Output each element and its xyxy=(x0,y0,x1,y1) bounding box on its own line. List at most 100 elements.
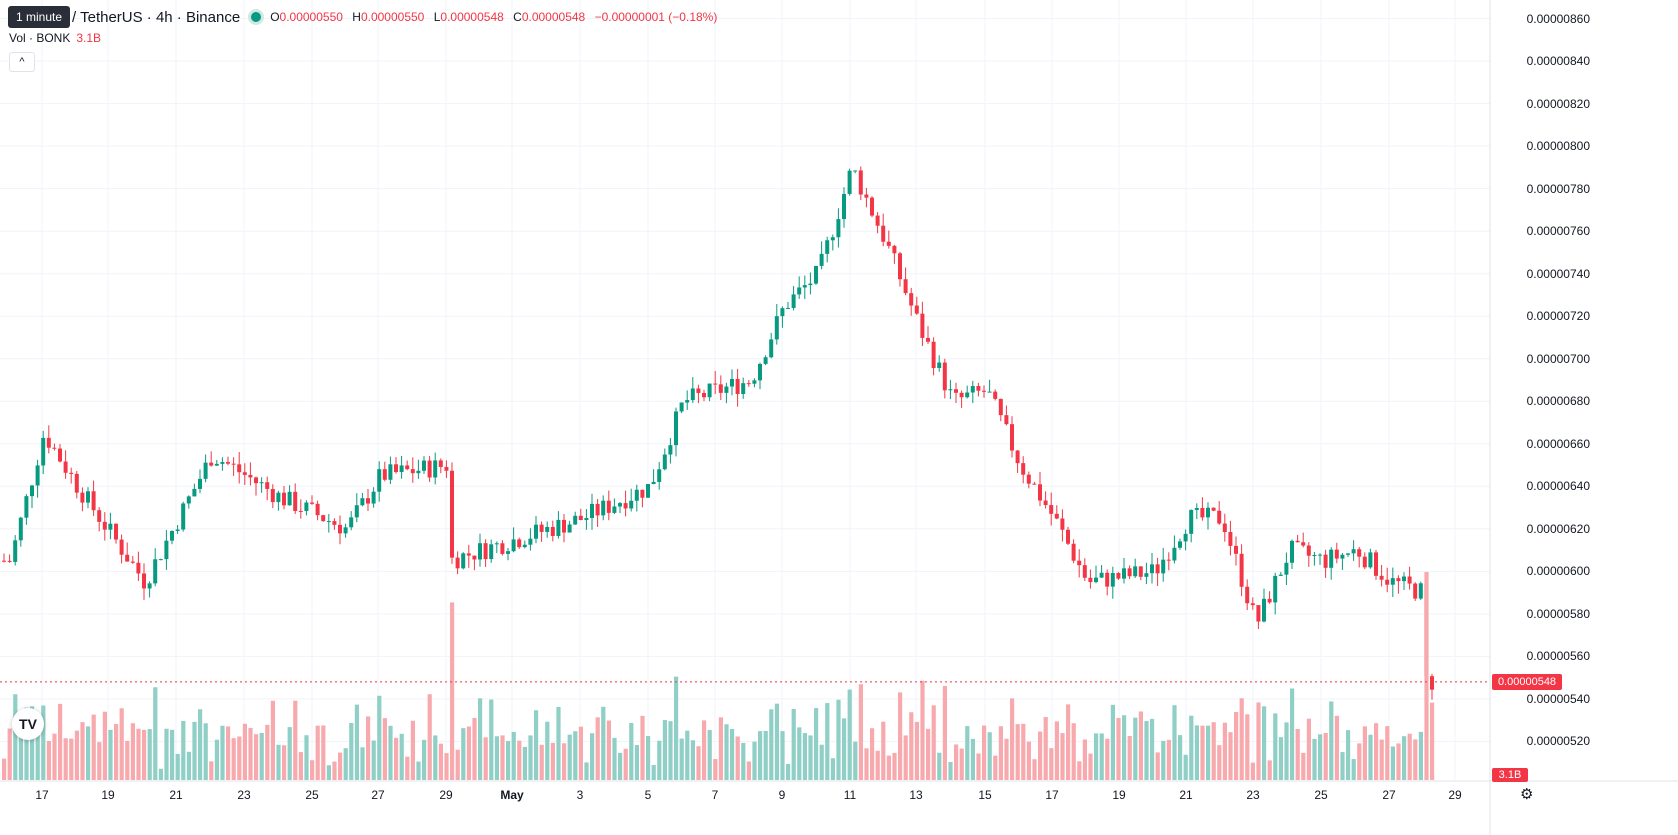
candle-body xyxy=(1301,542,1306,546)
volume-bar xyxy=(567,734,572,780)
volume-bar xyxy=(175,753,180,780)
volume-bar xyxy=(108,729,113,780)
candle-body xyxy=(478,543,482,560)
candle-body xyxy=(1133,566,1138,577)
collapse-legend-button[interactable]: ^ xyxy=(9,52,35,72)
volume-bar xyxy=(1082,739,1087,780)
volume-bar xyxy=(192,721,197,780)
candle-body xyxy=(198,478,202,489)
candle-body xyxy=(209,462,214,466)
symbol-title[interactable]: / TetherUS · 4h · Binance xyxy=(72,8,241,26)
candle-body xyxy=(394,464,398,473)
volume-bar xyxy=(1262,706,1267,780)
candle-body xyxy=(1368,552,1373,568)
date-axis-label: 25 xyxy=(305,788,319,802)
volume-bar xyxy=(1099,733,1104,780)
volume-bar xyxy=(931,705,936,780)
volume-bar xyxy=(825,703,830,780)
candle-body xyxy=(970,386,975,393)
candle-body xyxy=(909,293,914,306)
volume-bar xyxy=(1362,726,1367,780)
candle-body xyxy=(80,492,85,503)
volume-bar xyxy=(35,723,40,780)
candle-body xyxy=(388,464,393,480)
volume-bar xyxy=(696,746,701,780)
volume-bar xyxy=(595,717,600,780)
volume-bar xyxy=(752,741,757,780)
candle-body xyxy=(1054,513,1059,519)
candle-body xyxy=(114,523,118,540)
candle-body xyxy=(1262,598,1266,622)
candle-body xyxy=(623,503,628,509)
candle-body xyxy=(875,215,880,226)
volume-bar xyxy=(310,760,315,780)
candle-body xyxy=(746,383,751,385)
date-axis-label: 7 xyxy=(711,788,719,802)
tradingview-logo-icon[interactable]: TV xyxy=(12,708,44,740)
candle-body xyxy=(886,241,891,246)
volume-bar xyxy=(248,727,253,780)
candle-body xyxy=(528,538,533,545)
candle-body xyxy=(1318,554,1322,556)
candle-body xyxy=(1407,576,1412,584)
candle-body xyxy=(343,527,348,534)
volume-bar xyxy=(847,689,852,780)
candle-body xyxy=(1166,559,1171,561)
date-axis-label: 23 xyxy=(237,788,251,802)
volume-bar xyxy=(1239,698,1244,780)
gear-icon[interactable]: ⚙ xyxy=(1520,786,1534,803)
candle-body xyxy=(30,485,34,497)
candle-body xyxy=(758,363,762,381)
price-axis-label: 0.00000660 xyxy=(1526,436,1590,451)
date-axis-label: 19 xyxy=(1112,788,1126,802)
candle-body xyxy=(254,477,258,484)
candle-body xyxy=(242,472,247,475)
candle-body xyxy=(1021,463,1026,475)
volume-bar xyxy=(842,718,847,780)
candle-body xyxy=(142,573,146,589)
candle-body xyxy=(119,539,124,555)
candle-body xyxy=(573,515,578,525)
interval-tooltip: 1 minute xyxy=(8,6,71,28)
volume-bar xyxy=(903,735,908,780)
candle-body xyxy=(326,521,331,523)
candle-body xyxy=(718,384,723,393)
volume-bar xyxy=(898,692,903,780)
volume-bar xyxy=(461,728,466,780)
candle-body xyxy=(1015,450,1020,464)
volume-bar xyxy=(584,762,589,780)
candle-body xyxy=(265,482,270,489)
candle-body xyxy=(416,470,421,474)
volume-legend[interactable]: Vol · BONK 3.1B xyxy=(9,31,102,45)
volume-bar xyxy=(858,684,863,780)
candle-body xyxy=(1284,562,1289,575)
candle-body xyxy=(578,515,583,521)
candle-body xyxy=(836,219,841,238)
volume-bar xyxy=(371,740,376,780)
volume-bar xyxy=(987,732,992,780)
candle-body xyxy=(954,389,958,393)
date-axis-label: 21 xyxy=(1179,788,1193,802)
candle-body xyxy=(315,503,320,516)
candle-body xyxy=(1245,586,1250,604)
candle-body xyxy=(780,308,785,317)
candle-body xyxy=(769,339,774,358)
volume-bar xyxy=(119,708,124,780)
volume-bar xyxy=(1284,722,1289,780)
volume-bar xyxy=(1368,734,1373,780)
volume-bar xyxy=(1351,759,1356,780)
volume-bar xyxy=(1032,759,1037,780)
volume-bar xyxy=(1010,698,1015,780)
volume-bar xyxy=(679,738,684,780)
volume-bar xyxy=(634,745,639,780)
candle-body xyxy=(338,524,342,534)
candle-body xyxy=(948,389,953,391)
volume-bar xyxy=(203,723,208,780)
candle-body xyxy=(629,500,634,509)
candle-body xyxy=(1346,553,1350,555)
candle-body xyxy=(52,447,57,449)
volume-bar xyxy=(1278,737,1283,780)
volume-bar xyxy=(954,744,959,780)
candle-body xyxy=(1329,549,1334,568)
